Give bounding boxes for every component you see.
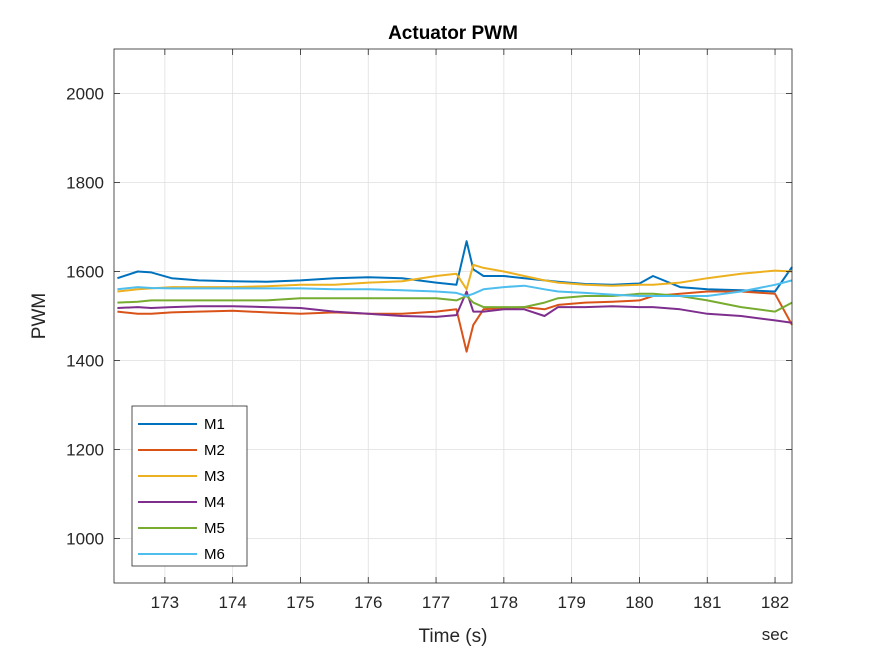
x-tick-label: 180 [625, 593, 653, 612]
y-tick-label: 1000 [66, 530, 104, 549]
x-axis-ticks: 173 174 175 176 177 178 179 180 181 182 [151, 49, 789, 612]
x-tick-label: 174 [218, 593, 246, 612]
legend-label-m1: M1 [204, 416, 225, 433]
series-line-m6 [117, 279, 793, 297]
x-axis-unit-label: sec [762, 625, 789, 644]
legend-label-m3: M3 [204, 468, 225, 485]
x-tick-label: 173 [151, 593, 179, 612]
series-lines [117, 240, 793, 353]
series-line-m5 [117, 292, 793, 313]
grid-lines [114, 49, 792, 583]
x-tick-label: 176 [354, 593, 382, 612]
legend-box [131, 405, 248, 567]
x-tick-label: 181 [693, 593, 721, 612]
x-axis-label: Time (s) [419, 626, 488, 647]
y-axis-label: PWM [29, 293, 50, 339]
legend-label-m5: M5 [204, 520, 225, 537]
series-line-m3 [117, 263, 793, 293]
y-axis-ticks: 1000 1200 1400 1600 1800 2000 [66, 85, 792, 549]
y-tick-label: 1200 [66, 441, 104, 460]
x-tick-label: 175 [286, 593, 314, 612]
x-tick-label: 179 [557, 593, 585, 612]
x-tick-label: 177 [422, 593, 450, 612]
y-tick-label: 2000 [66, 85, 104, 104]
chart-title: Actuator PWM [388, 23, 518, 44]
legend-label-m2: M2 [204, 442, 225, 459]
y-tick-label: 1800 [66, 174, 104, 193]
series-line-m1 [117, 240, 793, 293]
x-tick-label: 182 [761, 593, 789, 612]
y-tick-label: 1600 [66, 263, 104, 282]
legend-label-m6: M6 [204, 546, 225, 563]
series-line-m4 [117, 290, 793, 324]
y-tick-label: 1400 [66, 352, 104, 371]
legend: M1 M2 M3 M4 M5 M6 [131, 405, 248, 567]
x-tick-label: 178 [490, 593, 518, 612]
legend-label-m4: M4 [204, 494, 225, 511]
axes-box [113, 48, 793, 584]
